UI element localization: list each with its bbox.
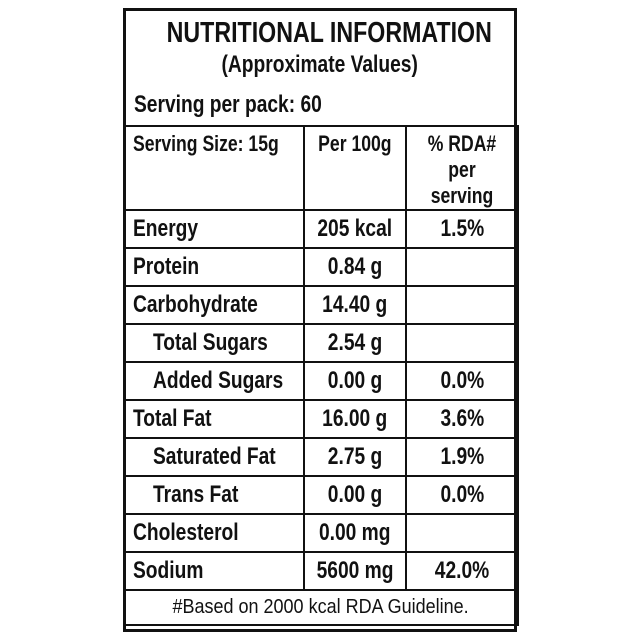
footnote-text: #Based on 2000 kcal RDA Guideline. <box>172 596 470 618</box>
cell-text: 0.00 g <box>327 481 383 508</box>
cell-text: Trans Fat <box>153 481 239 508</box>
nutrient-row: Cholesterol 0.00 mg <box>123 513 519 553</box>
table-cell: 1.9% <box>405 437 519 477</box>
table-cell: Trans Fat <box>123 475 305 515</box>
cell-text: 2.75 g <box>327 443 383 470</box>
table-cell: 1.5% <box>405 209 519 249</box>
nutrient-row: Protein 0.84 g <box>123 247 519 287</box>
cell-text: Total Sugars <box>153 329 268 356</box>
cell-text: 14.40 g <box>322 291 388 318</box>
cell-text: Per 100g <box>318 131 392 156</box>
table-cell: Per 100g <box>303 125 407 211</box>
cell-text: % RDA# per serving <box>427 131 497 208</box>
title: NUTRITIONAL INFORMATION <box>126 17 514 50</box>
servings: Serving per pack: 60 <box>134 91 369 119</box>
table-cell: 0.00 mg <box>303 513 407 553</box>
table-cell <box>405 323 519 363</box>
table-cell: 16.00 g <box>303 399 407 439</box>
cell-text: Serving Size: 15g <box>133 131 279 156</box>
table-cell: Energy <box>123 209 305 249</box>
table-cell <box>405 247 519 287</box>
cell-text: 2.54 g <box>327 329 383 356</box>
nutrient-row: Saturated Fat 2.75 g 1.9% <box>123 437 519 477</box>
table-cell <box>405 285 519 325</box>
cell-text: Carbohydrate <box>133 291 258 318</box>
servings-text: Serving per pack: 60 <box>134 91 322 118</box>
cell-text: Protein <box>133 253 200 280</box>
table-cell: 5600 mg <box>303 551 407 591</box>
table-cell: 0.00 g <box>303 361 407 401</box>
nutrient-row: Trans Fat 0.00 g 0.0% <box>123 475 519 515</box>
table-cell: Carbohydrate <box>123 285 305 325</box>
table-cell: 0.0% <box>405 361 519 401</box>
cell-text: 0.0% <box>440 481 484 508</box>
header-row: Serving Size: 15g Per 100g % RDA# per serv… <box>123 125 519 211</box>
table-cell: 0.0% <box>405 475 519 515</box>
table-cell: Sodium <box>123 551 305 591</box>
table-cell: 0.00 g <box>303 475 407 515</box>
table-cell: 205 kcal <box>303 209 407 249</box>
cell-text: Added Sugars <box>153 367 284 394</box>
nutrient-row: Sodium 5600 mg 42.0% <box>123 551 519 591</box>
table-cell: 3.6% <box>405 399 519 439</box>
cell-text: Saturated Fat <box>153 443 276 470</box>
cell-text: 205 kcal <box>317 215 393 242</box>
table-cell: Protein <box>123 247 305 287</box>
cell-text: Total Fat <box>133 405 212 432</box>
nutrient-row: Added Sugars 0.00 g 0.0% <box>123 361 519 401</box>
nutrient-row: Total Sugars 2.54 g <box>123 323 519 363</box>
nutrient-row: Energy 205 kcal 1.5% <box>123 209 519 249</box>
title-text: NUTRITIONAL INFORMATION <box>166 17 492 49</box>
cell-text: 0.0% <box>440 367 484 394</box>
table-cell: 42.0% <box>405 551 519 591</box>
table-cell: Cholesterol <box>123 513 305 553</box>
table-cell: Saturated Fat <box>123 437 305 477</box>
table-cell: Total Fat <box>123 399 305 439</box>
table-cell <box>405 513 519 553</box>
cell-text: 5600 mg <box>316 557 394 584</box>
cell-text: 1.9% <box>440 443 484 470</box>
table-cell: Added Sugars <box>123 361 305 401</box>
cell-text: Cholesterol <box>133 519 239 546</box>
cell-text: 0.00 mg <box>319 519 391 546</box>
nutrient-row: Carbohydrate 14.40 g <box>123 285 519 325</box>
cell-text: 0.00 g <box>327 367 383 394</box>
cell-text: 42.0% <box>434 557 490 584</box>
table-cell: 2.75 g <box>303 437 407 477</box>
cell-text: 3.6% <box>440 405 484 432</box>
cell-text: 0.84 g <box>327 253 383 280</box>
cell-text: 16.00 g <box>322 405 388 432</box>
table-cell: 2.54 g <box>303 323 407 363</box>
footer-row: #Based on 2000 kcal RDA Guideline. <box>123 589 519 626</box>
nutrient-row: Total Fat 16.00 g 3.6% <box>123 399 519 439</box>
table-cell: Serving Size: 15g <box>123 125 305 211</box>
table-cell: 0.84 g <box>303 247 407 287</box>
cell-text: Sodium <box>133 557 204 584</box>
subtitle-text: (Approximate Values) <box>221 51 419 78</box>
table-body: Serving Size: 15g Per 100g % RDA# per serv… <box>123 125 519 626</box>
table-cell: 14.40 g <box>303 285 407 325</box>
subtitle: (Approximate Values) <box>126 51 514 79</box>
footnote: #Based on 2000 kcal RDA Guideline. <box>123 589 519 626</box>
table-cell: % RDA# per serving <box>405 125 519 211</box>
cell-text: Energy <box>133 215 199 242</box>
nutrition-table: Serving Size: 15g Per 100g % RDA# per serv… <box>123 125 519 626</box>
label-box: NUTRITIONAL INFORMATION (Approximate Val… <box>123 8 519 632</box>
table-cell: Total Sugars <box>123 323 305 363</box>
cell-text: 1.5% <box>440 215 484 242</box>
